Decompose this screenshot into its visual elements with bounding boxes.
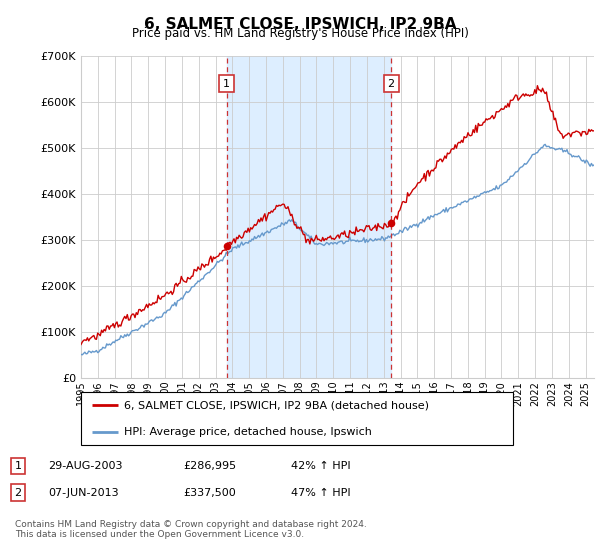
Text: 6, SALMET CLOSE, IPSWICH, IP2 9BA (detached house): 6, SALMET CLOSE, IPSWICH, IP2 9BA (detac… bbox=[124, 400, 429, 410]
Text: 2: 2 bbox=[14, 488, 22, 498]
Bar bbox=[227, 56, 391, 378]
Text: 47% ↑ HPI: 47% ↑ HPI bbox=[291, 488, 350, 498]
Text: 1: 1 bbox=[223, 78, 230, 88]
Text: Contains HM Land Registry data © Crown copyright and database right 2024.
This d: Contains HM Land Registry data © Crown c… bbox=[15, 520, 367, 539]
Point bbox=[386, 218, 396, 227]
Text: 29-AUG-2003: 29-AUG-2003 bbox=[48, 461, 122, 471]
Text: 1: 1 bbox=[14, 461, 22, 471]
Text: 07-JUN-2013: 07-JUN-2013 bbox=[48, 488, 119, 498]
Text: Price paid vs. HM Land Registry's House Price Index (HPI): Price paid vs. HM Land Registry's House … bbox=[131, 27, 469, 40]
Text: £286,995: £286,995 bbox=[183, 461, 236, 471]
Point bbox=[222, 241, 232, 250]
Text: £337,500: £337,500 bbox=[183, 488, 236, 498]
Text: 6, SALMET CLOSE, IPSWICH, IP2 9BA: 6, SALMET CLOSE, IPSWICH, IP2 9BA bbox=[144, 17, 456, 32]
Text: HPI: Average price, detached house, Ipswich: HPI: Average price, detached house, Ipsw… bbox=[124, 427, 372, 437]
Text: 42% ↑ HPI: 42% ↑ HPI bbox=[291, 461, 350, 471]
Text: 2: 2 bbox=[388, 78, 395, 88]
